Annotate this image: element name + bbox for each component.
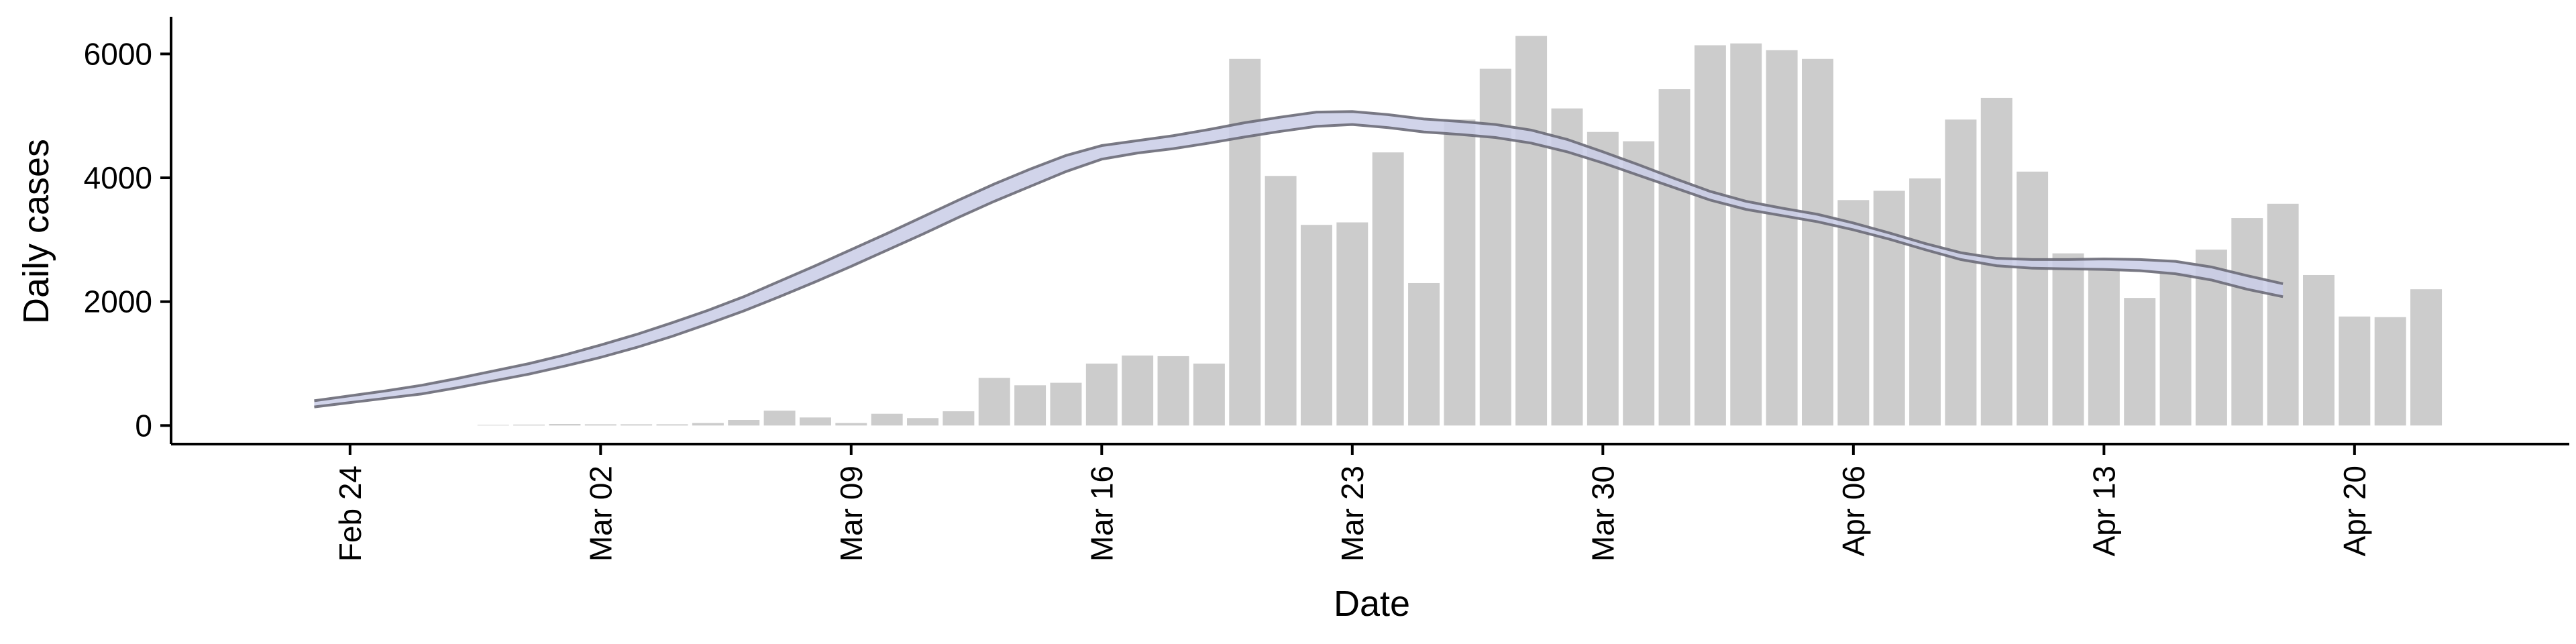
bar [1122, 355, 1154, 426]
bars-group [477, 36, 2443, 426]
bar [1193, 363, 1225, 426]
bar [763, 411, 796, 426]
bar [835, 423, 867, 426]
bar [2052, 253, 2084, 426]
bar [871, 413, 903, 426]
bar [1085, 363, 1118, 426]
bar [1909, 178, 1941, 426]
bar [1730, 43, 1762, 426]
x-tick-label: Apr 20 [2337, 466, 2372, 557]
estimate-band-lower-line [314, 123, 2284, 409]
x-tick-label: Mar 16 [1084, 466, 1119, 561]
bar [1229, 58, 1261, 426]
bar [2159, 273, 2192, 426]
bar [2267, 203, 2299, 426]
bar [2088, 270, 2120, 426]
bar [1300, 225, 1332, 426]
bar [2339, 316, 2371, 426]
bar [2374, 317, 2406, 426]
x-tick-label: Mar 30 [1585, 466, 1620, 561]
bar [1408, 282, 1440, 426]
x-axis-title: Date [1334, 584, 1410, 624]
bar [1837, 200, 1870, 426]
bar [2231, 218, 2263, 426]
bar [656, 424, 688, 426]
bar [943, 411, 975, 426]
x-tick-label: Feb 24 [333, 466, 368, 561]
x-tick-label: Apr 06 [1836, 466, 1871, 557]
bar [978, 378, 1010, 426]
bar [2303, 274, 2334, 426]
estimate-band-group [314, 110, 2284, 409]
x-tick-label: Apr 13 [2086, 466, 2121, 557]
bar [1587, 131, 1619, 426]
bar [1157, 356, 1189, 426]
bar [2410, 289, 2443, 426]
bar [1014, 385, 1046, 426]
y-tick-label: 4000 [84, 160, 152, 195]
x-tick-label: Mar 09 [834, 466, 869, 561]
bar [728, 420, 760, 426]
bar [1694, 45, 1726, 426]
bar [1802, 58, 1833, 426]
y-tick-label: 2000 [84, 284, 152, 319]
bar [799, 417, 831, 426]
bar [1336, 222, 1368, 426]
bar [549, 424, 581, 426]
y-tick-label: 0 [135, 408, 152, 443]
bar [584, 424, 616, 426]
bar [1623, 141, 1655, 426]
bar [1372, 152, 1404, 426]
bar [1444, 119, 1476, 426]
x-tick-label: Mar 02 [583, 466, 618, 561]
axes-group: 0 2000 4000 6000 Feb 24 Mar 02 Mar 09 Mar 16 Mar… [84, 17, 2569, 561]
bar [1551, 108, 1583, 426]
bar [1050, 382, 1082, 426]
bar [1873, 191, 1905, 426]
x-tick-label: Mar 23 [1335, 466, 1370, 561]
bar [907, 418, 938, 426]
bar [1515, 36, 1548, 426]
y-axis-title: Daily cases [16, 139, 56, 324]
bar [2017, 171, 2049, 426]
bar [1265, 176, 1297, 426]
bar [1766, 50, 1798, 426]
bar [621, 424, 653, 426]
bar [2124, 298, 2156, 426]
bar [692, 423, 724, 426]
bar [1658, 89, 1690, 426]
bar [1945, 119, 1977, 426]
y-tick-label: 6000 [84, 36, 152, 71]
estimate-band-upper-line [314, 110, 2284, 402]
